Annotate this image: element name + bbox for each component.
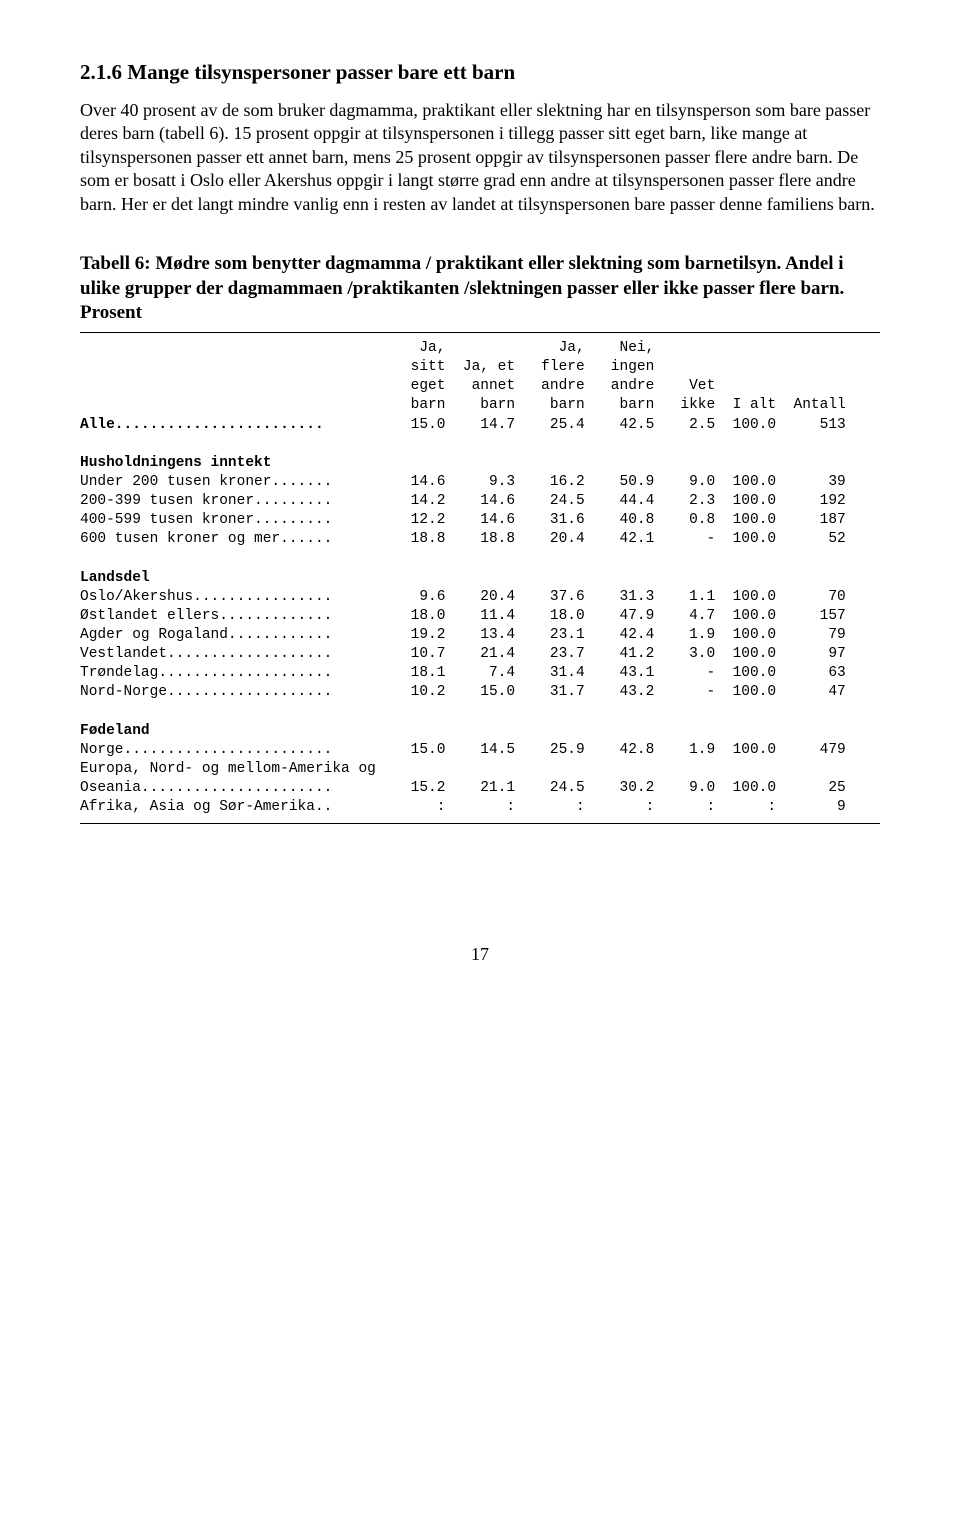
body-paragraph: Over 40 prosent av de som bruker dagmamm…: [80, 99, 880, 216]
page-number: 17: [80, 944, 880, 965]
section-heading: 2.1.6 Mange tilsynspersoner passer bare …: [80, 60, 880, 85]
section-title-text: Mange tilsynspersoner passer bare ett ba…: [127, 60, 515, 84]
data-table: Ja, Ja, Nei, sitt Ja, et flere ingen ege…: [80, 339, 880, 817]
table-caption: Tabell 6: Mødre som benytter dagmamma / …: [80, 252, 880, 326]
table-top-rule: [80, 332, 880, 333]
section-number: 2.1.6: [80, 60, 122, 84]
table-bottom-rule: [80, 823, 880, 824]
